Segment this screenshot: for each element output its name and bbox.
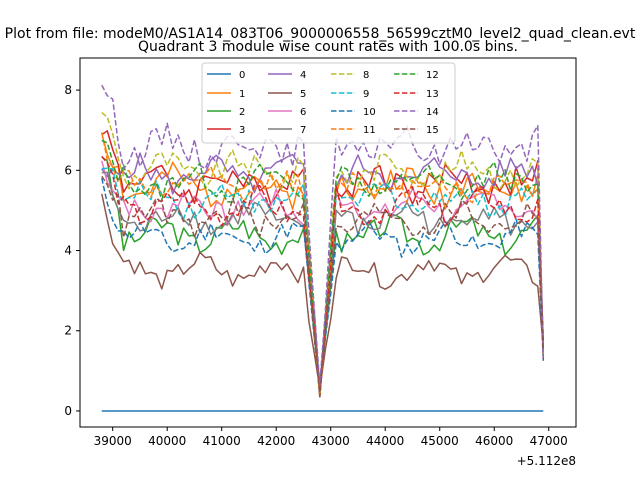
chart-title: Quadrant 3 module wise count rates with … (138, 39, 518, 55)
x-tick-label: 39000 (94, 434, 132, 448)
legend-label-8: 8 (363, 70, 369, 81)
legend-label-10: 10 (363, 107, 376, 118)
legend-label-9: 9 (363, 89, 369, 100)
legend-label-2: 2 (239, 107, 245, 118)
x-tick-label: 46000 (475, 434, 513, 448)
axes-frame (79, 57, 577, 428)
x-tick-label: 47000 (530, 434, 568, 448)
legend-label-12: 12 (426, 70, 439, 81)
legend-frame (201, 62, 456, 144)
figure-suptitle: Plot from file: modeM0/AS1A14_083T06_900… (5, 26, 636, 42)
x-tick-label: 42000 (257, 434, 295, 448)
series-line-15 (101, 175, 545, 398)
legend-label-5: 5 (300, 89, 306, 100)
y-tick-label: 2 (64, 324, 72, 338)
legend-label-3: 3 (239, 125, 245, 136)
y-tick-label: 0 (64, 404, 72, 418)
legend-label-6: 6 (300, 107, 306, 118)
x-tick-label: 41000 (203, 434, 241, 448)
legend-label-13: 13 (426, 89, 439, 100)
y-tick-label: 8 (64, 83, 72, 97)
x-tick-label: 43000 (312, 434, 350, 448)
legend-label-0: 0 (239, 70, 245, 81)
x-tick-label: 45000 (421, 434, 459, 448)
legend-label-14: 14 (426, 107, 439, 118)
x-tick-label: 40000 (148, 434, 186, 448)
legend-label-15: 15 (426, 125, 439, 136)
x-axis: 39000 40000 41000 42000 43000 44000 45000 46000… (94, 427, 568, 448)
y-tick-label: 4 (64, 244, 72, 258)
legend-label-1: 1 (239, 89, 245, 100)
legend-label-4: 4 (300, 70, 306, 81)
series-layer (101, 84, 545, 412)
series-line-10 (101, 178, 545, 386)
legend-label-7: 7 (300, 125, 306, 136)
series-line-13 (101, 155, 545, 390)
y-tick-label: 6 (64, 163, 72, 177)
legend-label-11: 11 (363, 125, 376, 136)
x-offset-label: +5.112e8 (517, 454, 576, 468)
series-line-14 (101, 84, 545, 386)
x-tick-label: 44000 (366, 434, 404, 448)
y-axis: 0 2 4 6 8 (64, 83, 80, 418)
